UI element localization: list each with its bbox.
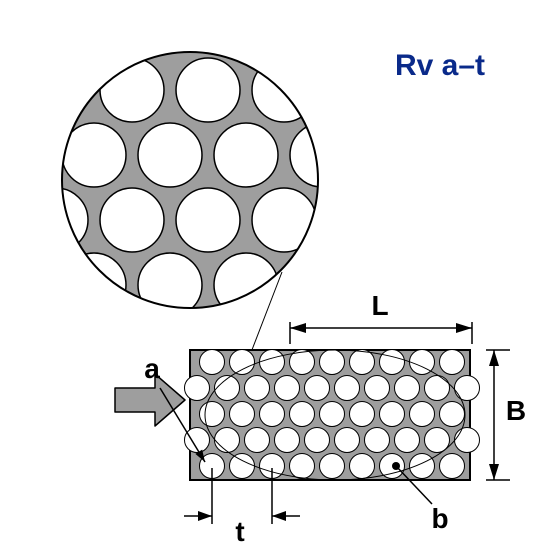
plate-hole bbox=[200, 402, 225, 427]
plate-hole bbox=[440, 402, 465, 427]
plate-hole bbox=[275, 428, 300, 453]
plate-hole bbox=[215, 428, 240, 453]
callout-b-label: b bbox=[431, 503, 448, 534]
plate-hole bbox=[245, 428, 270, 453]
title-label: Rv a–t bbox=[395, 49, 485, 82]
zoom-hole bbox=[328, 188, 392, 252]
zoom-hole bbox=[290, 253, 354, 317]
zoom-hole bbox=[176, 58, 240, 122]
plate-hole bbox=[410, 402, 435, 427]
plate-hole bbox=[350, 350, 375, 375]
zoom-hole bbox=[252, 58, 316, 122]
plate-hole bbox=[260, 350, 285, 375]
plate-hole bbox=[260, 402, 285, 427]
callout-a-label: a bbox=[144, 353, 160, 384]
plate-hole bbox=[320, 402, 345, 427]
plate-hole bbox=[440, 454, 465, 479]
plate-hole bbox=[275, 376, 300, 401]
plate-hole bbox=[425, 376, 450, 401]
plate-hole bbox=[455, 376, 480, 401]
zoom-hole bbox=[290, 123, 354, 187]
plate-hole bbox=[410, 454, 435, 479]
plate-hole bbox=[365, 376, 390, 401]
plate-hole bbox=[365, 428, 390, 453]
dim-b-label: B bbox=[506, 395, 526, 426]
plate-hole bbox=[335, 376, 360, 401]
plate-hole bbox=[380, 350, 405, 375]
plate-hole bbox=[395, 376, 420, 401]
plate-hole bbox=[230, 454, 255, 479]
plate-hole bbox=[380, 402, 405, 427]
perforated-plate bbox=[185, 350, 480, 481]
plate-hole bbox=[290, 454, 315, 479]
plate-hole bbox=[320, 454, 345, 479]
plate-hole bbox=[440, 350, 465, 375]
zoom-hole bbox=[214, 123, 278, 187]
zoom-hole bbox=[138, 123, 202, 187]
zoom-detail bbox=[24, 48, 392, 317]
plate-hole bbox=[230, 402, 255, 427]
dim-t-label: t bbox=[235, 516, 244, 547]
plate-hole bbox=[350, 454, 375, 479]
plate-hole bbox=[350, 402, 375, 427]
plate-hole bbox=[200, 350, 225, 375]
dim-l-label: L bbox=[371, 290, 388, 321]
plate-hole bbox=[305, 428, 330, 453]
plate-hole bbox=[290, 402, 315, 427]
plate-hole bbox=[455, 428, 480, 453]
zoom-hole bbox=[100, 188, 164, 252]
zoom-hole bbox=[252, 188, 316, 252]
plate-hole bbox=[320, 350, 345, 375]
zoom-hole bbox=[176, 188, 240, 252]
zoom-hole bbox=[100, 58, 164, 122]
plate-hole bbox=[185, 376, 210, 401]
plate-hole bbox=[395, 428, 420, 453]
plate-hole bbox=[335, 428, 360, 453]
plate-hole bbox=[245, 376, 270, 401]
plate-hole bbox=[230, 350, 255, 375]
plate-hole bbox=[305, 376, 330, 401]
